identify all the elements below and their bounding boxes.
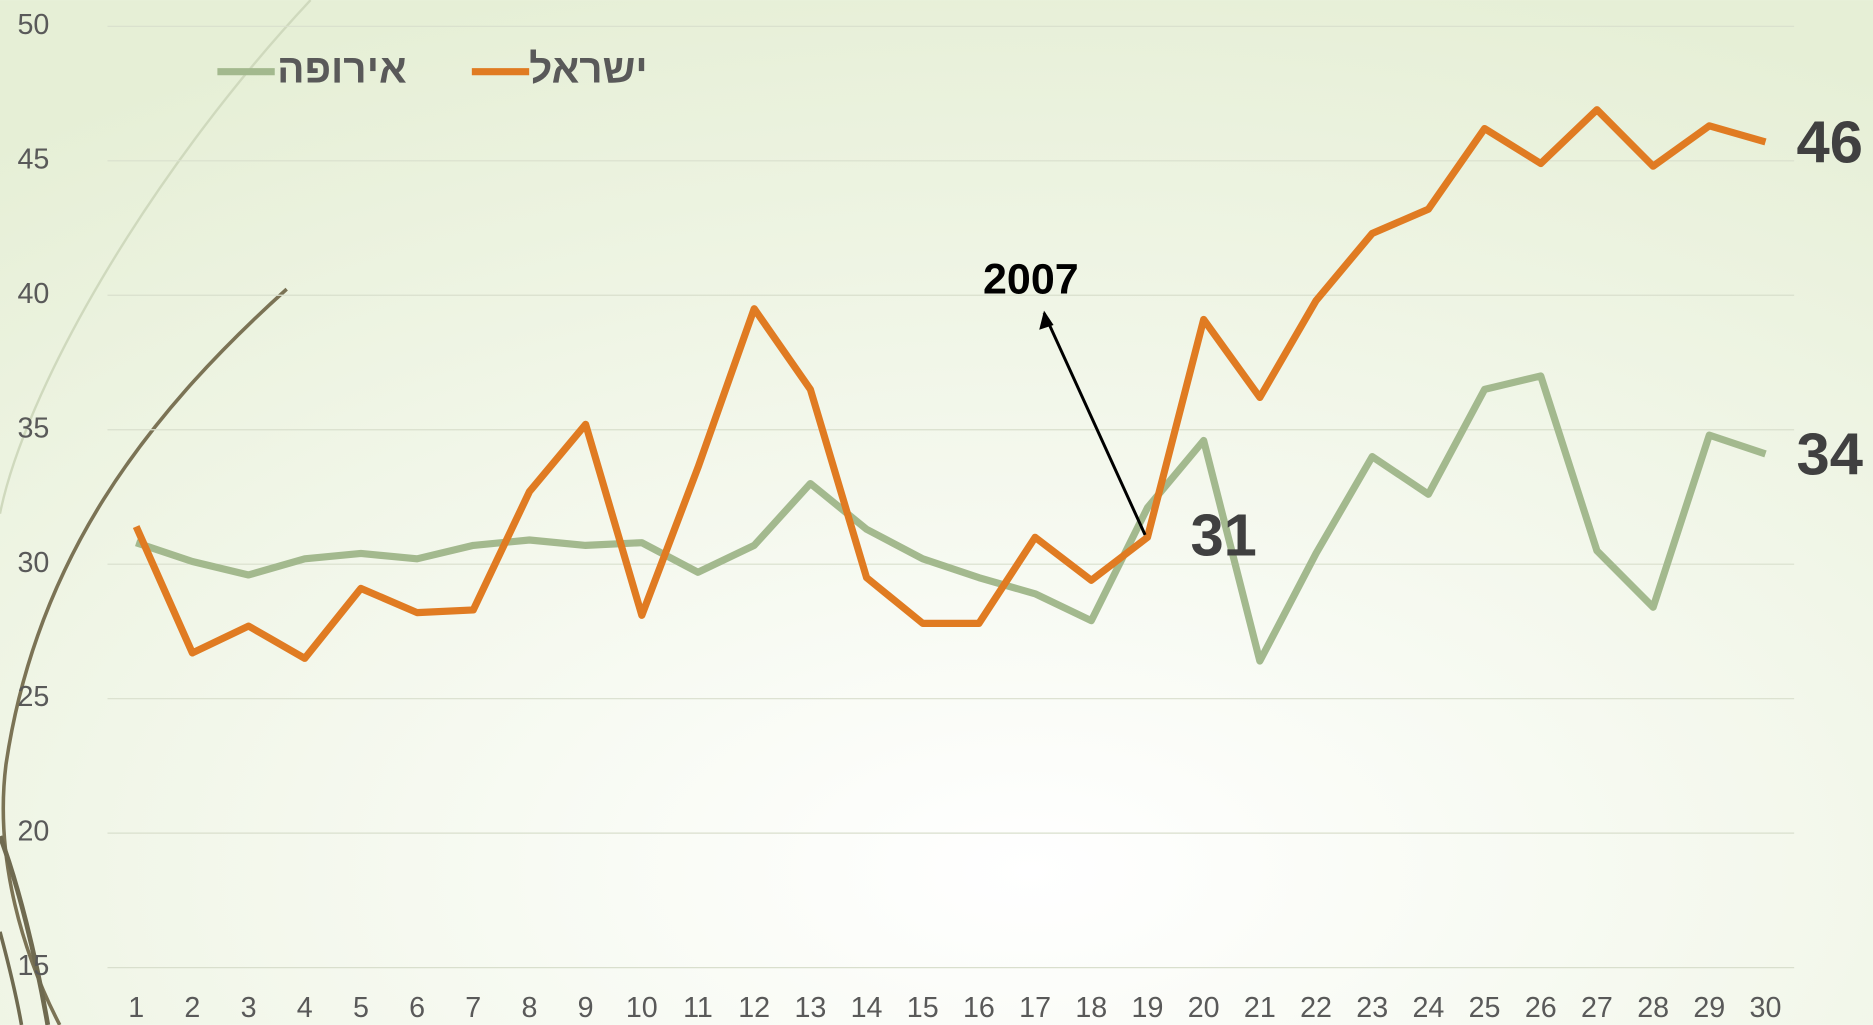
y-tick-label: 50	[18, 9, 50, 41]
x-tick-label: 18	[1075, 992, 1107, 1024]
x-tick-label: 11	[683, 992, 713, 1024]
x-tick-label: 24	[1412, 992, 1444, 1024]
decor-curve	[0, 931, 24, 1025]
y-tick-label: 35	[18, 412, 50, 444]
line-series	[135, 372, 1767, 665]
y-tick-label: 20	[18, 816, 50, 848]
x-tick-label: 13	[794, 992, 826, 1024]
decor-curve	[1, 287, 288, 1025]
x-tick-label: 6	[409, 992, 425, 1024]
annotation: 34	[1797, 421, 1863, 488]
line-series	[132, 106, 1767, 662]
x-tick-label: 2	[184, 992, 200, 1024]
legend-label: ישראל	[529, 45, 647, 91]
x-tick-label: 16	[963, 992, 995, 1024]
x-tick-label: 8	[521, 992, 537, 1024]
x-tick-label: 10	[626, 992, 658, 1024]
annotation: 2007	[983, 255, 1079, 303]
x-tick-label: 9	[578, 992, 594, 1024]
x-tick-label: 4	[297, 992, 313, 1024]
x-tick-label: 23	[1356, 992, 1388, 1024]
x-tick-label: 28	[1637, 992, 1669, 1024]
x-tick-label: 7	[465, 992, 481, 1024]
legend-label: אירופה	[277, 45, 407, 91]
x-tick-label: 27	[1581, 992, 1613, 1024]
x-tick-label: 3	[241, 992, 257, 1024]
y-tick-label: 30	[18, 547, 50, 579]
y-tick-label: 45	[18, 143, 50, 175]
x-tick-label: 20	[1188, 992, 1220, 1024]
x-tick-label: 26	[1525, 992, 1557, 1024]
x-tick-label: 14	[851, 992, 883, 1024]
x-tick-label: 25	[1469, 992, 1501, 1024]
x-tick-label: 22	[1300, 992, 1332, 1024]
y-tick-label: 25	[18, 681, 50, 713]
y-tick-label: 40	[18, 278, 50, 310]
annotation: 31	[1190, 501, 1256, 568]
annotation-arrow	[1042, 312, 1147, 536]
x-tick-label: 12	[738, 992, 770, 1024]
decor-curve	[0, 0, 312, 514]
x-tick-label: 19	[1132, 992, 1164, 1024]
decor-curve	[0, 835, 51, 1025]
x-tick-label: 15	[907, 992, 939, 1024]
y-tick-label: 15	[18, 950, 50, 982]
x-tick-label: 5	[353, 992, 369, 1024]
annotation: 46	[1797, 109, 1863, 176]
x-tick-label: 29	[1693, 992, 1725, 1024]
x-tick-label: 21	[1244, 992, 1276, 1024]
x-tick-label: 17	[1019, 992, 1051, 1024]
x-tick-label: 1	[128, 992, 144, 1024]
x-tick-label: 30	[1750, 992, 1782, 1024]
